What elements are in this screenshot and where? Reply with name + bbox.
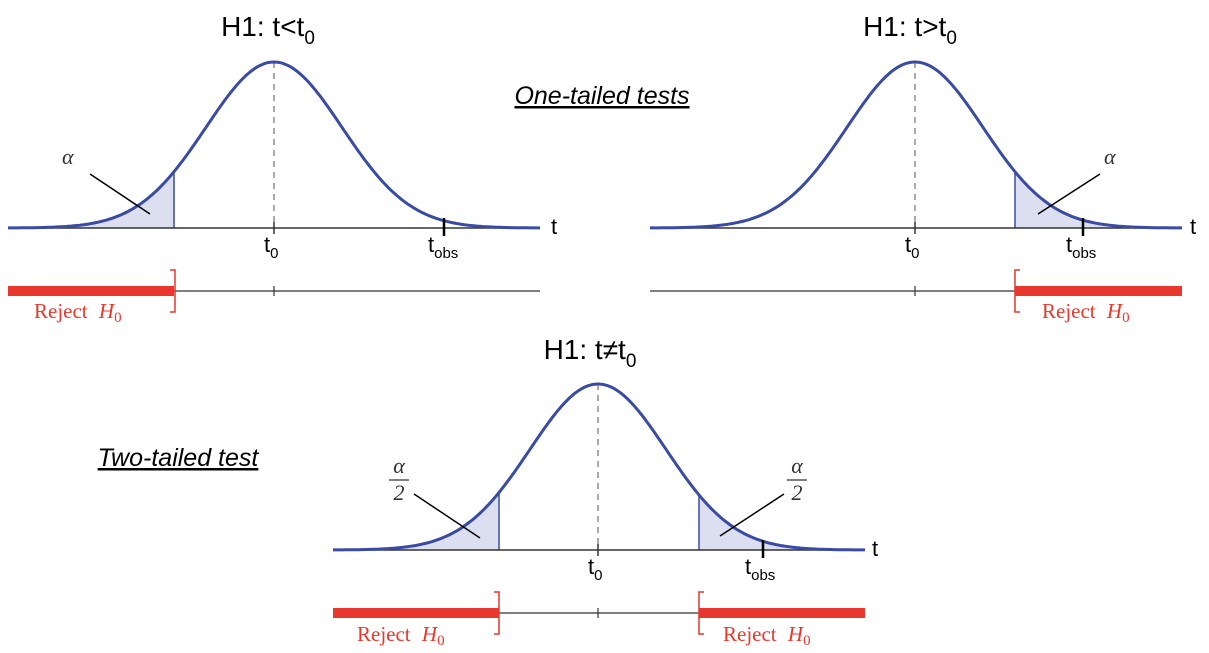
two-tailed-heading: Two-tailed test [98, 444, 260, 472]
left-reject-bar [8, 286, 174, 296]
bottom-right-alpha-half-label: α 2 [787, 453, 807, 505]
bottom-left-shaded-region [333, 492, 499, 550]
right-shaded-region [1015, 171, 1182, 228]
right-reject-bracket [1014, 269, 1020, 313]
left-reject-bracket [170, 269, 176, 313]
bottom-left-alpha-pointer [413, 493, 481, 539]
left-panel: H1: t<t0 t t0 tobs α Reject H0 [8, 11, 557, 326]
right-panel: H1: t>t0 t t0 tobs α Reject H0 [650, 11, 1196, 326]
left-tobs-label: tobs [428, 232, 458, 262]
bottom-axis-var-label: t [872, 536, 878, 561]
right-t0-label: t0 [905, 232, 919, 262]
right-alpha-label: α [1104, 144, 1116, 169]
bottom-right-alpha-pointer [719, 493, 785, 537]
bottom-right-reject-bar [699, 608, 865, 618]
bottom-tobs-label: tobs [745, 554, 775, 584]
right-title: H1: t>t0 [863, 11, 957, 49]
one-tailed-heading: One-tailed tests [514, 82, 689, 110]
right-tobs-label: tobs [1066, 232, 1096, 262]
bottom-t0-label: t0 [588, 554, 602, 584]
bottom-right-reject-bracket [698, 591, 704, 635]
bottom-right-reject-label: Reject H0 [723, 622, 811, 649]
left-axis-var-label: t [551, 214, 557, 239]
left-curve [8, 60, 540, 230]
bottom-panel: H1: t≠t0 t t0 tobs α 2 α 2 [333, 334, 878, 649]
bottom-left-reject-bar [333, 608, 499, 618]
left-shaded-region [8, 171, 174, 228]
svg-text:2: 2 [792, 480, 803, 505]
right-reject-label: Reject H0 [1042, 299, 1130, 326]
svg-text:α: α [393, 453, 405, 478]
right-reject-bar [1015, 286, 1182, 296]
right-curve [650, 60, 1182, 230]
left-t0-label: t0 [264, 232, 278, 262]
bottom-left-alpha-half-label: α 2 [389, 453, 409, 505]
right-axis-var-label: t [1190, 214, 1196, 239]
bottom-left-reject-bracket [494, 591, 500, 635]
bottom-curve [333, 382, 865, 552]
bottom-left-reject-label: Reject H0 [357, 622, 445, 649]
bottom-right-shaded-region [699, 494, 865, 550]
left-title: H1: t<t0 [221, 11, 315, 49]
left-alpha-pointer [89, 173, 151, 215]
svg-text:2: 2 [394, 480, 405, 505]
bottom-title: H1: t≠t0 [544, 334, 637, 372]
left-alpha-label: α [62, 144, 74, 169]
svg-text:α: α [791, 453, 803, 478]
left-reject-label: Reject H0 [34, 299, 122, 326]
right-alpha-pointer [1037, 173, 1101, 215]
